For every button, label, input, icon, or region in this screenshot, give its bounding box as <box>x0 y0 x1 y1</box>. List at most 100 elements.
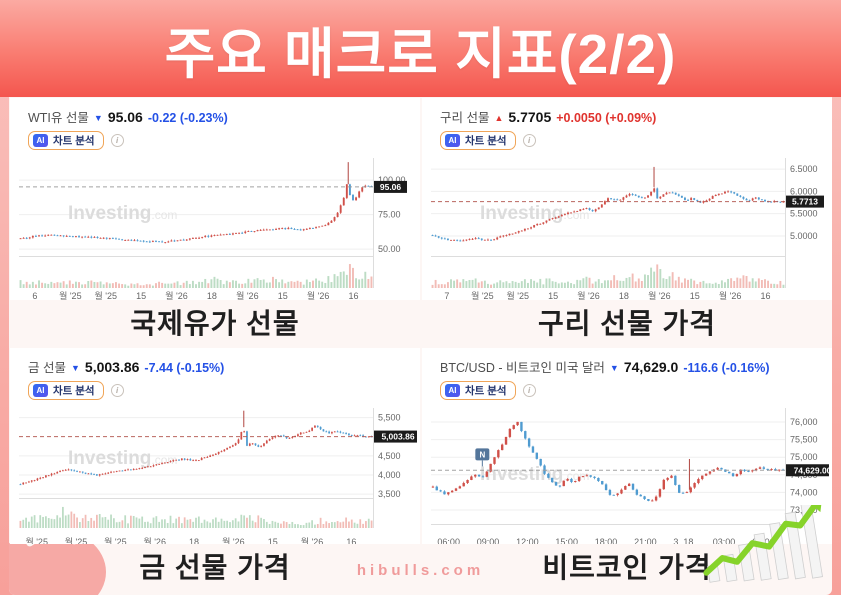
growth-chart-graphic <box>703 505 823 583</box>
info-icon[interactable]: i <box>522 383 536 397</box>
svg-text:월 '26: 월 '26 <box>577 290 600 300</box>
svg-text:75,000: 75,000 <box>790 452 818 462</box>
svg-text:월 '25: 월 '25 <box>65 536 88 544</box>
svg-text:12:00: 12:00 <box>516 537 539 544</box>
svg-text:Investing.com: Investing.com <box>68 448 177 469</box>
svg-text:74,000: 74,000 <box>790 487 818 497</box>
svg-text:5.0000: 5.0000 <box>790 231 818 241</box>
svg-text:월 '25: 월 '25 <box>104 536 127 544</box>
svg-text:6.0000: 6.0000 <box>790 186 818 196</box>
svg-text:월 '25: 월 '25 <box>59 290 82 300</box>
ai-chart-analysis-button[interactable]: AI 차트 분석 <box>28 380 104 400</box>
svg-text:76,000: 76,000 <box>790 417 818 427</box>
svg-text:15: 15 <box>548 291 558 300</box>
svg-text:06:00: 06:00 <box>437 537 460 544</box>
svg-text:4,000: 4,000 <box>378 470 401 480</box>
svg-text:16: 16 <box>346 537 356 544</box>
svg-text:21:00: 21:00 <box>634 537 657 544</box>
price-down-arrow-icon: ▼ <box>93 113 103 123</box>
svg-text:74,629.00: 74,629.00 <box>794 465 829 475</box>
svg-text:월 '26: 월 '26 <box>307 290 330 300</box>
caption-bitcoin: 비트코인 가격 <box>542 552 712 583</box>
price-down-arrow-icon: ▼ <box>70 363 80 373</box>
svg-text:03:00: 03:00 <box>713 537 736 544</box>
svg-text:월 '26: 월 '26 <box>236 290 259 300</box>
svg-text:월 '25: 월 '25 <box>471 290 494 300</box>
ai-chart-analysis-button[interactable]: AI 차트 분석 <box>440 380 516 400</box>
svg-text:월 '25: 월 '25 <box>94 290 117 300</box>
gold-candlestick-chart[interactable]: Investing.com 5,500 4,500 4,000 3,500 월 '25 월 … <box>13 400 417 544</box>
svg-text:3,500: 3,500 <box>378 489 401 499</box>
copper-candlestick-chart[interactable]: Investing.com 6.5000 6.0000 5.5000 5.0000 7 월 … <box>425 150 829 300</box>
gold-futures-panel: 금 선물 ▼ 5,003.86 -7.44 (-0.15%) AI 차트 분석 … <box>10 348 420 544</box>
ai-chart-analysis-button[interactable]: AI 차트 분석 <box>440 130 516 150</box>
svg-text:3. 18.: 3. 18. <box>673 537 696 544</box>
svg-text:15: 15 <box>268 537 278 544</box>
svg-text:5.5000: 5.5000 <box>790 209 818 219</box>
content-area: WTI유 선물 ▼ 95.06 -0.22 (-0.23%) AI 차트 분석 … <box>9 97 832 595</box>
ai-badge-icon: AI <box>445 133 460 147</box>
instrument-name: BTC/USD - 비트코인 미국 달러 <box>440 361 605 375</box>
svg-text:월 '26: 월 '26 <box>222 536 245 544</box>
last-price: 74,629.0 <box>623 359 679 375</box>
info-icon[interactable]: i <box>522 133 536 147</box>
svg-text:18: 18 <box>207 291 217 300</box>
svg-text:월 '26: 월 '26 <box>719 290 742 300</box>
svg-text:월 '26: 월 '26 <box>648 290 671 300</box>
svg-text:Investing.com: Investing.com <box>480 203 589 224</box>
caption-copper: 구리 선물 가격 <box>537 308 717 339</box>
svg-text:15: 15 <box>278 291 288 300</box>
svg-text:18:00: 18:00 <box>595 537 618 544</box>
title-banner: 주요 매크로 지표(2/2) <box>0 0 841 97</box>
svg-text:75,500: 75,500 <box>790 435 818 445</box>
svg-text:18: 18 <box>189 537 199 544</box>
svg-text:50.00: 50.00 <box>378 244 401 254</box>
ai-badge-icon: AI <box>33 133 48 147</box>
last-price: 5.7705 <box>508 109 552 125</box>
ai-badge-icon: AI <box>445 383 460 397</box>
wti-futures-panel: WTI유 선물 ▼ 95.06 -0.22 (-0.23%) AI 차트 분석 … <box>10 98 420 300</box>
price-down-arrow-icon: ▼ <box>609 363 619 373</box>
price-change: -7.44 (-0.15%) <box>144 361 225 375</box>
copper-futures-panel: 구리 선물 ▲ 5.7705 +0.0050 (+0.09%) AI 차트 분석… <box>422 98 832 300</box>
svg-text:4,500: 4,500 <box>378 451 401 461</box>
svg-text:18: 18 <box>619 291 629 300</box>
svg-text:16: 16 <box>761 291 771 300</box>
svg-text:16: 16 <box>349 291 359 300</box>
svg-text:Investing.com: Investing.com <box>68 203 177 224</box>
btc-usd-panel: BTC/USD - 비트코인 미국 달러 ▼ 74,629.0 -116.6 (… <box>422 348 832 544</box>
hibulls-watermark: hibulls.com <box>356 562 485 579</box>
caption-gold: 금 선물 가격 <box>139 552 291 583</box>
info-icon[interactable]: i <box>110 133 124 147</box>
svg-text:5.7713: 5.7713 <box>792 197 818 207</box>
price-change: +0.0050 (+0.09%) <box>556 111 657 125</box>
svg-text:15: 15 <box>136 291 146 300</box>
instrument-name: 구리 선물 <box>440 111 490 125</box>
svg-text:5,003.86: 5,003.86 <box>381 432 414 442</box>
instrument-name: WTI유 선물 <box>28 111 89 125</box>
svg-text:월 '26: 월 '26 <box>165 290 188 300</box>
svg-text:09:00: 09:00 <box>477 537 500 544</box>
copper-header: 구리 선물 ▲ 5.7705 +0.0050 (+0.09%) <box>422 98 832 126</box>
wti-header: WTI유 선물 ▼ 95.06 -0.22 (-0.23%) <box>10 98 420 126</box>
svg-text:75.00: 75.00 <box>378 210 401 220</box>
svg-text:6.5000: 6.5000 <box>790 164 818 174</box>
ai-chart-analysis-button[interactable]: AI 차트 분석 <box>28 130 104 150</box>
caption-oil: 국제유가 선물 <box>130 308 300 339</box>
svg-text:15: 15 <box>690 291 700 300</box>
svg-text:월 '25: 월 '25 <box>506 290 529 300</box>
last-price: 5,003.86 <box>84 359 140 375</box>
gold-header: 금 선물 ▼ 5,003.86 -7.44 (-0.15%) <box>10 348 420 376</box>
svg-text:15:00: 15:00 <box>555 537 578 544</box>
info-icon[interactable]: i <box>110 383 124 397</box>
svg-text:Investing.com: Investing.com <box>480 464 589 485</box>
svg-text:7: 7 <box>444 291 449 300</box>
svg-text:N: N <box>479 450 485 459</box>
btc-header: BTC/USD - 비트코인 미국 달러 ▼ 74,629.0 -116.6 (… <box>422 348 832 376</box>
svg-text:5,500: 5,500 <box>378 413 401 423</box>
svg-text:95.06: 95.06 <box>380 182 402 192</box>
ai-badge-icon: AI <box>33 383 48 397</box>
svg-text:월 '26: 월 '26 <box>143 536 166 544</box>
page-title: 주요 매크로 지표(2/2) <box>164 22 677 85</box>
wti-candlestick-chart[interactable]: Investing.com 100.00 75.00 50.00 6 월 '25 월 '25… <box>13 150 417 300</box>
